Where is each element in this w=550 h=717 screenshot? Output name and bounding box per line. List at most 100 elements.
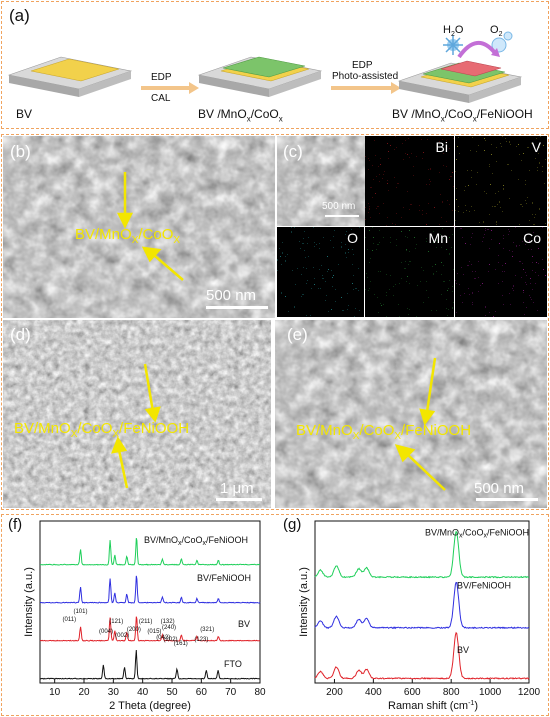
- x-tick-label: 800: [443, 687, 460, 698]
- series-label-0: BV/MnOx/CoOx/FeNiOOH: [144, 535, 248, 547]
- eds-map-co: Co: [455, 227, 547, 317]
- bv-mnox-coox-electrode-icon: [197, 56, 323, 97]
- arrow-right-icon: [141, 82, 199, 94]
- panel-d-annotation: BV/MnOX/CoOX/FeNiOOH: [14, 420, 189, 440]
- stage-bv-text: BV: [16, 107, 33, 121]
- stage3-text-a: BV /MnO: [392, 107, 441, 121]
- panels-sem-frame: [1, 134, 549, 510]
- x-tick-label: 600: [404, 687, 421, 698]
- eds-map-v: V: [455, 136, 547, 226]
- series-line-1: [314, 581, 530, 630]
- panel-e-label: (e): [287, 325, 308, 344]
- panel-e-ann-sub2: X: [394, 431, 402, 442]
- panel-e-ann-sub1: X: [352, 431, 360, 442]
- series-line-0: [314, 530, 529, 579]
- panel-b-ann-a: BV/MnO: [75, 226, 132, 243]
- x-axis-label: Raman shift (cm-1): [388, 700, 478, 712]
- stage2-text-a: BV /MnO: [198, 107, 247, 121]
- panel-c-scalebar: [325, 215, 359, 217]
- h2o-h: H: [443, 24, 451, 36]
- panel-d-label: (d): [10, 325, 31, 344]
- h2o-o: O: [454, 24, 464, 36]
- panel-d-scalebar: [216, 498, 262, 501]
- sem-image-b: [3, 136, 275, 318]
- eds-map-label-mn: Mn: [428, 230, 448, 246]
- eds-map-o: O: [277, 227, 364, 317]
- series-label-0: BV/MnOx/CoOx/FeNiOOH: [425, 528, 529, 540]
- x-tick-label: 30: [108, 687, 120, 698]
- panel-b-arrows: [116, 172, 184, 281]
- series-line-2: [314, 631, 530, 680]
- panel-d-scale-text: 1 μm: [220, 480, 254, 497]
- stage-bv-mnox-coox-caption: BV /MnOx/CoOx: [198, 107, 283, 123]
- panel-c-label: (c): [283, 142, 303, 161]
- series-line-2: [39, 616, 261, 642]
- raman-chart: 200 400 600 800 1000 1200 Raman shift (cm-1) In…: [283, 516, 541, 712]
- panel-a-label: (a): [9, 6, 30, 25]
- peak-label: (101): [73, 609, 87, 615]
- peak-label: (202): [164, 637, 178, 643]
- oxygen-bubble-icon: [491, 31, 513, 53]
- panel-e-annotation: BV/MnOX/CoOX/FeNiOOH: [296, 422, 471, 442]
- sem-image-e: [275, 320, 547, 508]
- eds-map-label-v: V: [531, 139, 541, 155]
- o2-sub: 2: [498, 31, 503, 39]
- panel-a-schematic: [7, 31, 523, 103]
- panel-d-ann-a: BV/MnO: [14, 420, 71, 437]
- panel-c-scale-text: 500 nm: [322, 201, 356, 212]
- x-tick-label: 60: [196, 687, 208, 698]
- x-tick-label: 1000: [479, 687, 502, 698]
- series-label-1: BV/FeNiOOH: [197, 573, 251, 583]
- panel-b-ann-sub2: X: [173, 235, 181, 246]
- panel-d-ann-b: /CoO: [77, 420, 113, 437]
- panel-d-ann-sub1: X: [70, 429, 78, 440]
- stage-bv-caption: BV: [16, 107, 32, 121]
- series-line-1: [39, 575, 261, 604]
- eds-map-label-o: O: [347, 230, 358, 246]
- x-tick-label: 70: [225, 687, 237, 698]
- panel-b-ann-b: /CoO: [138, 226, 174, 243]
- series-line-3: [39, 649, 261, 680]
- x-tick-label: 1200: [518, 687, 541, 698]
- peak-label: (321): [200, 627, 214, 633]
- panel-b-label: (b): [10, 142, 31, 161]
- panel-d-ann-c: /FeNiOOH: [119, 420, 190, 437]
- arrow1-bottom-label: CAL: [151, 93, 171, 104]
- eds-map-label-bi: Bi: [435, 139, 448, 155]
- panel-d-arrows: [111, 363, 161, 489]
- x-axis-label: 2 Theta (degree): [109, 700, 191, 712]
- arrow2-mid-label: Photo-assisted: [332, 71, 399, 82]
- x-tick-label: 50: [166, 687, 178, 698]
- o2-o: O: [490, 24, 499, 36]
- stage3-text-c: /FeNiOOH: [476, 107, 533, 121]
- peak-label: (015): [147, 629, 161, 635]
- peak-label: (240): [162, 625, 176, 631]
- peak-label: (211): [139, 619, 153, 625]
- stage3-sub2: x: [472, 114, 477, 124]
- peak-label: (200): [127, 627, 141, 633]
- x-tick-label: 80: [254, 687, 266, 698]
- curved-arrow-icon: [457, 41, 500, 59]
- peak-label: (002): [115, 633, 129, 639]
- series-line-0: [39, 537, 261, 566]
- panel-a-frame: [1, 1, 549, 129]
- bv-electrode-icon: [7, 56, 133, 97]
- stage2-sub1: x: [246, 114, 251, 124]
- arrow-right-icon-2: [331, 82, 401, 94]
- h2o-sub: 2: [450, 31, 455, 39]
- sem-image-d: [3, 320, 271, 508]
- x-tick-label: 400: [365, 687, 382, 698]
- stage3-text-b: /CoO: [444, 107, 473, 121]
- peak-label: (042): [156, 635, 170, 641]
- eds-map-bi: Bi: [365, 136, 454, 226]
- peak-label: (011): [63, 617, 77, 623]
- series-label-1: BV/FeNiOOH: [457, 580, 511, 590]
- panel-b-ann-sub1: X: [131, 235, 139, 246]
- h2o-label: H2O: [443, 24, 463, 38]
- x-tick-label: 40: [137, 687, 149, 698]
- y-axis-label: Intensity (a.u.): [23, 567, 35, 637]
- series-label-2: BV: [238, 619, 250, 629]
- eds-map-label-co: Co: [523, 230, 541, 246]
- peak-label: (121): [109, 619, 123, 625]
- panels-chart-frame: [1, 514, 549, 716]
